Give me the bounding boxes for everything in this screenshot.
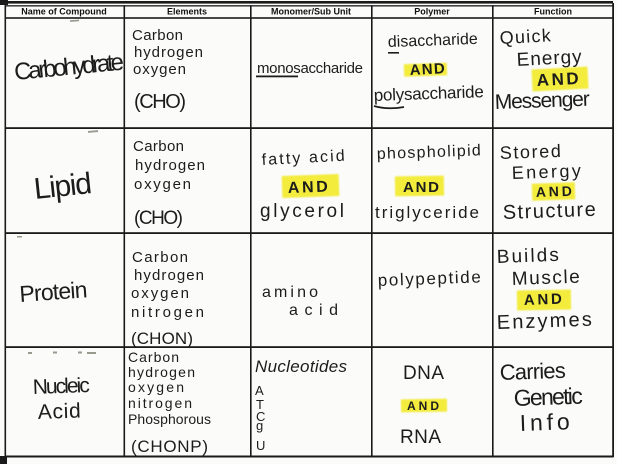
- svg-text:phospholipid: phospholipid: [377, 142, 482, 163]
- svg-text:Monomer/Sub Unit: Monomer/Sub Unit: [271, 7, 351, 17]
- svg-text:A: A: [255, 383, 264, 398]
- svg-text:polysaccharide: polysaccharide: [373, 82, 484, 105]
- svg-text:T: T: [256, 397, 264, 412]
- svg-text:disaccharide: disaccharide: [388, 31, 479, 51]
- svg-text:Structure: Structure: [502, 199, 596, 224]
- svg-text:hydrogen: hydrogen: [128, 364, 195, 380]
- svg-text:fatty acid: fatty acid: [261, 148, 345, 169]
- svg-text:Genetic: Genetic: [513, 383, 583, 411]
- svg-text:(CHON): (CHON): [131, 329, 193, 348]
- svg-text:oxygen: oxygen: [128, 379, 184, 395]
- svg-text:g: g: [256, 418, 263, 433]
- svg-text:Polymer: Polymer: [414, 7, 450, 17]
- svg-text:Energy: Energy: [511, 161, 581, 183]
- svg-text:Lipid: Lipid: [32, 167, 93, 206]
- svg-text:AND: AND: [407, 399, 439, 413]
- svg-text:Elements: Elements: [167, 7, 207, 17]
- svg-text:Carbon: Carbon: [128, 349, 179, 365]
- svg-text:Messenger: Messenger: [494, 88, 590, 114]
- svg-text:AND: AND: [536, 183, 573, 200]
- svg-text:Protein: Protein: [19, 276, 89, 307]
- svg-text:Carbon: Carbon: [132, 249, 188, 266]
- svg-text:AND: AND: [288, 179, 329, 197]
- svg-text:Carbon: Carbon: [133, 138, 184, 155]
- svg-text:Nucleotides: Nucleotides: [255, 357, 348, 376]
- svg-text:Quick: Quick: [499, 25, 552, 48]
- svg-text:nitrogen: nitrogen: [131, 304, 204, 321]
- svg-text:Name of Compound: Name of Compound: [21, 7, 107, 17]
- svg-text:oxygen: oxygen: [134, 176, 191, 193]
- svg-text:DNA: DNA: [403, 363, 444, 384]
- svg-text:C: C: [256, 409, 265, 424]
- svg-text:Phosphorous: Phosphorous: [128, 411, 211, 427]
- svg-text:AND: AND: [524, 291, 563, 309]
- svg-text:AND: AND: [536, 69, 579, 90]
- svg-text:Builds: Builds: [496, 245, 559, 268]
- svg-text:RNA: RNA: [400, 427, 441, 448]
- svg-text:Function: Function: [534, 7, 572, 17]
- svg-text:hydrogen: hydrogen: [134, 44, 203, 61]
- svg-text:monosaccharide: monosaccharide: [257, 60, 363, 77]
- svg-text:AND: AND: [409, 60, 445, 79]
- svg-text:Acid: Acid: [37, 400, 81, 424]
- svg-text:oxygen: oxygen: [131, 285, 189, 302]
- svg-text:nitrogen: nitrogen: [128, 395, 192, 411]
- svg-text:hydrogen: hydrogen: [135, 157, 205, 174]
- svg-text:Carries: Carries: [499, 358, 566, 385]
- svg-text:(CHO): (CHO): [134, 91, 186, 113]
- svg-text:oxygen: oxygen: [133, 61, 186, 78]
- svg-text:Muscle: Muscle: [511, 267, 580, 290]
- svg-text:AND: AND: [403, 179, 439, 196]
- svg-text:Energy: Energy: [516, 47, 583, 71]
- svg-text:amino: amino: [262, 284, 318, 301]
- svg-text:polypeptide: polypeptide: [377, 267, 481, 290]
- svg-text:U: U: [256, 438, 265, 453]
- svg-text:Carbon: Carbon: [132, 27, 183, 44]
- svg-text:triglyceride: triglyceride: [375, 203, 479, 222]
- svg-text:(CHO): (CHO): [134, 208, 183, 229]
- svg-text:Enzymes: Enzymes: [496, 309, 592, 334]
- svg-text:hydrogen: hydrogen: [134, 267, 204, 284]
- svg-text:(CHONP): (CHONP): [131, 437, 208, 456]
- svg-text:Nucleic: Nucleic: [32, 374, 90, 399]
